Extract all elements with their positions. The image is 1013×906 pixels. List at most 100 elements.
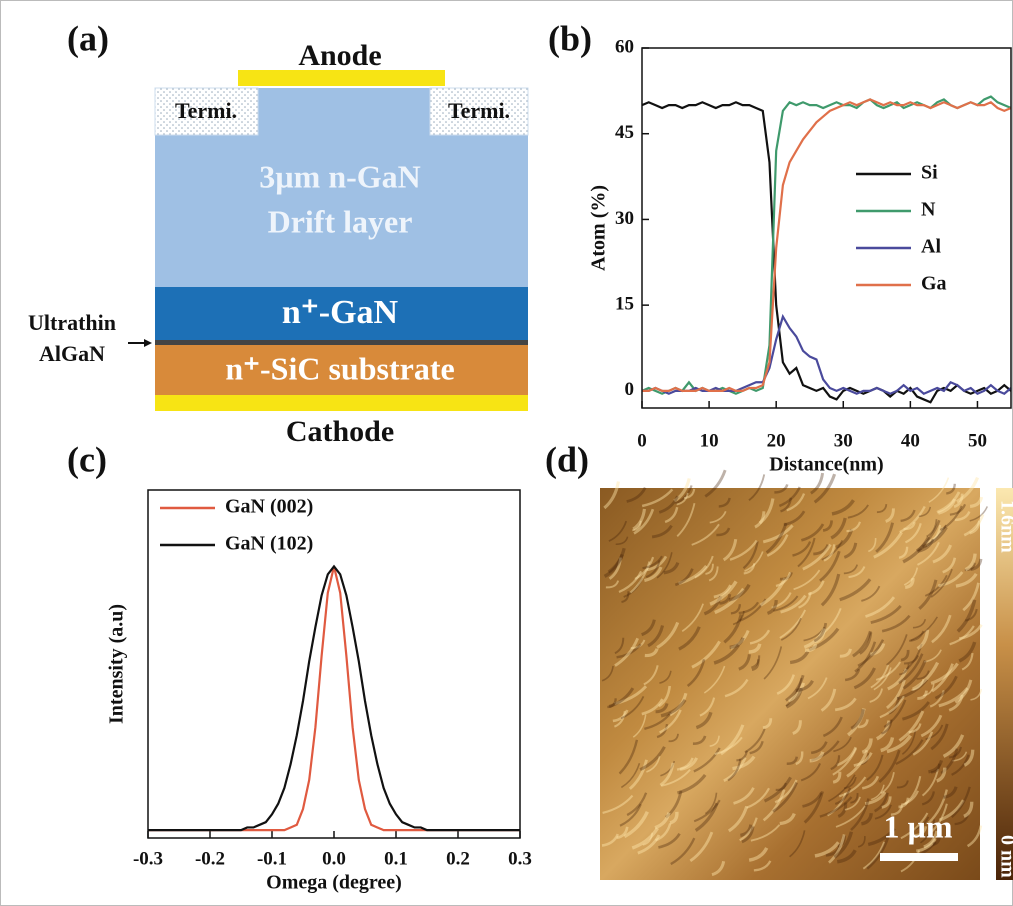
afm-grain [795, 679, 814, 693]
afm-grain [900, 812, 929, 840]
afm-grain [917, 690, 928, 700]
afm-grain [713, 584, 732, 599]
afm-grain [916, 670, 930, 680]
afm-grain [942, 557, 957, 574]
afm-grain [783, 510, 806, 527]
afm-grain [834, 787, 852, 806]
afm-grain [674, 485, 693, 505]
afm-grain [886, 734, 912, 754]
afm-grain [616, 643, 642, 659]
afm-grain [928, 803, 948, 835]
y-tick-label: 30 [615, 208, 634, 229]
afm-grain [832, 771, 842, 784]
afm-grain [603, 553, 624, 578]
afm-grain [922, 526, 948, 549]
afm-grain [911, 678, 925, 692]
afm-grain [602, 794, 634, 814]
afm-grain [903, 521, 916, 531]
afm-grain [831, 499, 855, 516]
afm-grain [920, 714, 943, 738]
afm-grain [601, 665, 614, 682]
afm-grain [766, 599, 778, 615]
afm-grain [902, 701, 931, 721]
afm-grain [813, 622, 828, 643]
afm-grain [861, 812, 873, 826]
afm-grain [904, 655, 920, 665]
afm-grain [789, 830, 806, 858]
afm-grain [744, 728, 766, 754]
afm-grain [861, 775, 880, 790]
afm-grain [779, 812, 796, 826]
afm-grain [969, 520, 981, 535]
afm-grain [911, 661, 940, 691]
x-tick-label: 10 [700, 430, 719, 451]
afm-grain [864, 791, 887, 806]
afm-grain [660, 698, 687, 718]
afm-grain [846, 521, 862, 533]
afm-grain [741, 826, 755, 844]
y-tick-label: 45 [615, 122, 634, 143]
legend-label: N [921, 199, 936, 221]
afm-grain [724, 678, 749, 698]
data-line [642, 98, 1012, 392]
afm-grain [861, 585, 881, 602]
afm-grain [730, 629, 750, 650]
afm-grain [835, 805, 866, 828]
substrate [155, 345, 528, 395]
afm-grain [938, 687, 969, 708]
afm-grain [896, 780, 909, 789]
arrow-head [144, 339, 152, 347]
afm-grain [969, 496, 984, 509]
afm-grain [930, 568, 953, 598]
afm-grain [927, 789, 948, 824]
afm-grain [714, 736, 743, 756]
afm-grain [614, 685, 648, 706]
afm-grain [762, 524, 794, 544]
x-axis-title: Omega (degree) [266, 872, 402, 894]
afm-grain [646, 756, 661, 773]
afm-grain [614, 637, 639, 667]
afm-grain [866, 754, 884, 781]
afm-grain [658, 495, 679, 514]
afm-grain [774, 779, 798, 804]
afm-grain [612, 709, 629, 723]
afm-grain [846, 749, 869, 778]
afm-grain [934, 675, 958, 700]
afm-grain [910, 616, 939, 642]
afm-grain [779, 609, 807, 639]
afm-grain [881, 796, 892, 809]
afm-grain [719, 593, 732, 605]
afm-grain [932, 544, 953, 564]
y-axis-title: Intensity (a.u) [106, 604, 128, 724]
afm-grain [645, 560, 661, 579]
cathode [155, 395, 528, 411]
afm-grain [803, 626, 826, 642]
afm-grain [912, 618, 927, 629]
afm-grain [786, 493, 806, 512]
afm-grain [762, 789, 786, 822]
x-tick-label: 0.3 [508, 848, 532, 869]
afm-grain [642, 832, 654, 846]
afm-grain [808, 627, 840, 652]
afm-grain [822, 716, 843, 738]
afm-grain [630, 639, 646, 650]
afm-grain [709, 735, 720, 747]
afm-grain [780, 497, 793, 513]
afm-grain [888, 697, 900, 715]
x-tick-label: -0.2 [195, 848, 225, 869]
afm-grain [723, 756, 747, 783]
afm-grain [914, 826, 928, 837]
afm-grain [615, 536, 629, 545]
afm-grain [608, 520, 628, 542]
afm-grain [800, 523, 825, 542]
afm-grain [873, 792, 889, 813]
afm-grain [828, 834, 846, 864]
afm-grain [623, 811, 649, 839]
afm-grain [601, 833, 620, 847]
afm-grain [836, 849, 857, 864]
legend-label: Al [921, 236, 941, 258]
afm-grain [694, 555, 714, 579]
afm-grain [811, 740, 840, 762]
afm-grain [949, 625, 975, 646]
afm-grain [750, 824, 781, 842]
